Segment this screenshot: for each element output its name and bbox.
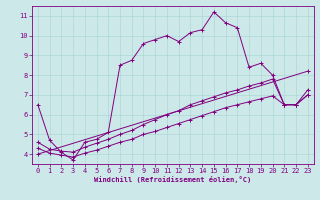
X-axis label: Windchill (Refroidissement éolien,°C): Windchill (Refroidissement éolien,°C)	[94, 176, 252, 183]
